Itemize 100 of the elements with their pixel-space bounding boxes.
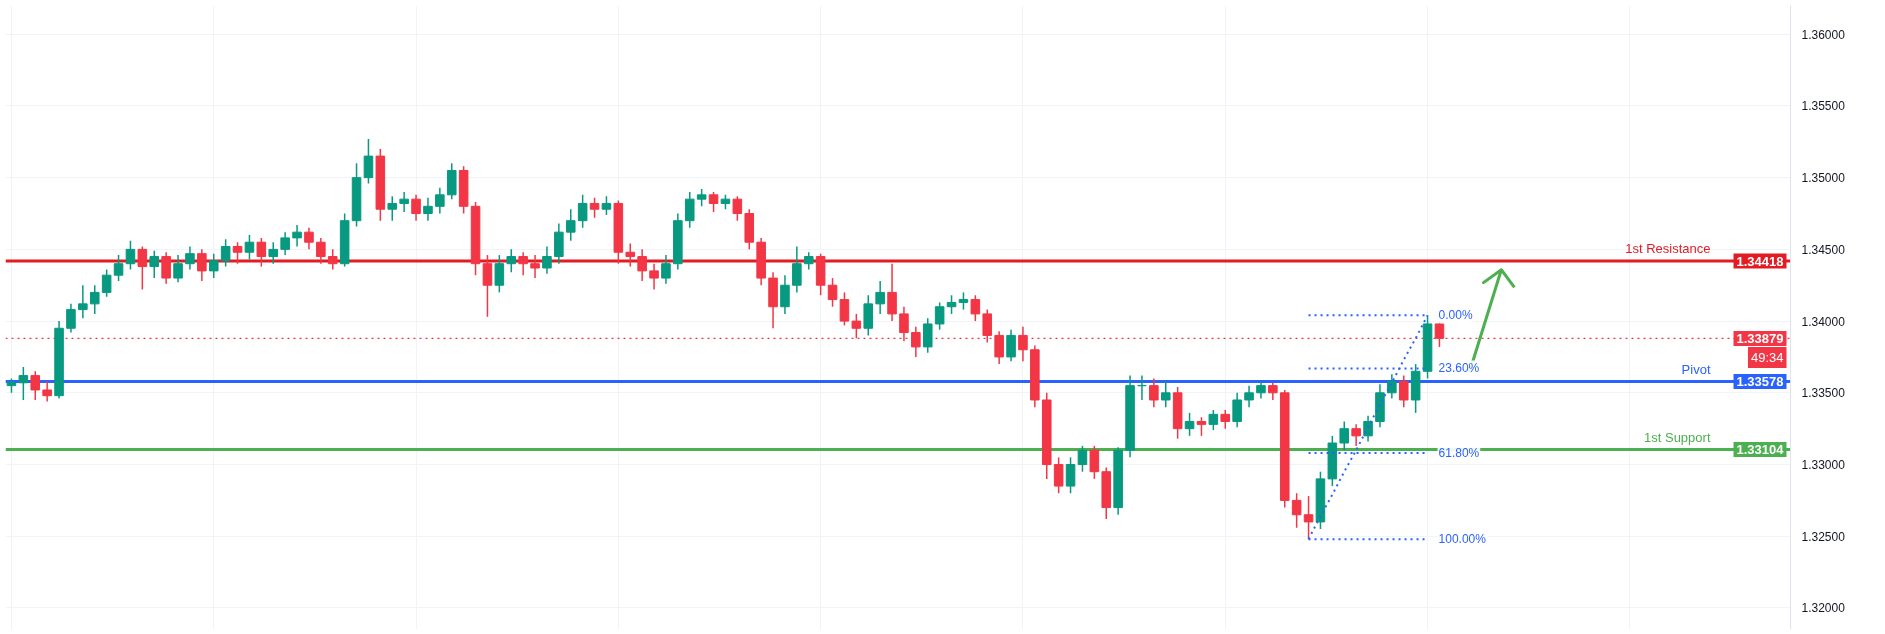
y-tick-label: 1.32000: [1801, 601, 1846, 616]
candlestick: [875, 280, 885, 315]
candlestick: [1232, 392, 1242, 428]
candlestick: [185, 245, 195, 271]
y-tick-label: 1.34000: [1801, 314, 1846, 329]
candlestick: [625, 242, 636, 268]
annotation: 1.33879: [1736, 330, 1784, 346]
candlestick: [387, 195, 398, 222]
candlestick: [411, 194, 421, 222]
candlestick: [970, 294, 981, 322]
candlestick: [542, 245, 552, 275]
candlestick: [601, 195, 612, 216]
candlestick: [89, 284, 100, 315]
candlestick: [1339, 420, 1350, 451]
ref-line-label: 1st Resistance: [1625, 241, 1711, 257]
candlestick: [530, 254, 540, 279]
candlestick: [1387, 373, 1397, 400]
candlestick: [316, 237, 326, 265]
candlestick: [399, 191, 409, 213]
candlestick: [363, 138, 374, 185]
candlestick: [851, 313, 862, 340]
y-tick-label: 1.36000: [1801, 27, 1846, 42]
y-tick-label: 1.34500: [1801, 242, 1846, 257]
candlestick: [435, 186, 445, 215]
candlestick: [125, 240, 136, 271]
candlestick: [173, 254, 183, 284]
series-label: 61.80%: [1438, 446, 1480, 461]
candlestick: [887, 262, 897, 322]
candlestick: [1184, 412, 1195, 437]
candlestick: [161, 251, 171, 285]
annotation: 1.34418: [1736, 253, 1784, 269]
candlestick: [292, 224, 302, 248]
candlestick: [220, 238, 231, 268]
candlestick: [423, 196, 433, 222]
candlestick: [684, 191, 695, 229]
candlestick: [42, 380, 52, 403]
candlestick: [1018, 326, 1028, 362]
candlestick: [113, 254, 124, 282]
candlestick: [1053, 456, 1064, 494]
candlestick: [708, 191, 719, 213]
candlestick: [780, 274, 790, 315]
candlestick: [280, 231, 290, 256]
candlestick: [1149, 377, 1159, 408]
candlestick: [256, 237, 267, 268]
annotation: 49:34: [1750, 349, 1784, 365]
candlestick: [577, 194, 588, 229]
candlestick: [149, 250, 160, 279]
candlestick: [827, 277, 838, 308]
y-tick-label: 1.35000: [1801, 171, 1846, 186]
candlestick: [1220, 409, 1231, 430]
candlestick: [494, 254, 505, 294]
candlestick: [934, 301, 945, 331]
candlestick: [1363, 415, 1373, 443]
candlestick: [197, 248, 207, 282]
candlestick: [30, 370, 41, 401]
candlestick: [565, 208, 576, 242]
candlestick: [232, 241, 243, 265]
y-tick-label: 1.35500: [1801, 99, 1846, 114]
series-label: 0.00%: [1438, 308, 1473, 323]
ref-line-label: 1st Support: [1644, 429, 1711, 445]
candlestick: [1208, 409, 1219, 431]
candlestick: [518, 251, 528, 276]
candlestick: [1089, 445, 1100, 480]
candlestick: [1160, 380, 1171, 408]
y-tick-label: 1.33000: [1801, 458, 1846, 473]
candlestick: [244, 234, 255, 261]
candlestick: [994, 330, 1004, 365]
candlestick: [1006, 328, 1016, 362]
y-tick-label: 1.32500: [1801, 529, 1846, 544]
candlestick: [661, 254, 671, 285]
candlestick: [18, 366, 29, 401]
candlestick: [946, 294, 957, 315]
annotation: 1.33104: [1736, 442, 1785, 458]
candlestick: [1398, 374, 1409, 408]
candlestick: [589, 196, 600, 219]
candlestick: [649, 262, 659, 291]
candlestick: [637, 248, 647, 282]
candlestick: [208, 252, 219, 279]
candlestick: [268, 241, 279, 265]
candlestick: [1291, 492, 1302, 529]
candlestick: [1351, 423, 1361, 447]
candlestick: [1303, 495, 1314, 540]
candlestick: [792, 245, 802, 294]
ref-line-label: Pivot: [1681, 361, 1711, 377]
candlestick: [732, 195, 743, 222]
annotation: 1.33578: [1736, 374, 1784, 390]
candlestick: [1065, 456, 1076, 494]
candlestick: [482, 254, 493, 318]
candlestick: [327, 248, 338, 271]
candlestick: [1077, 445, 1088, 473]
candlestick: [911, 326, 921, 358]
series-label: 23.60%: [1438, 361, 1480, 376]
candlestick: [137, 245, 148, 291]
y-tick-label: 1.33500: [1801, 386, 1846, 401]
candlestick: [506, 248, 517, 274]
candlestick: [839, 291, 850, 327]
candlestick: [1244, 384, 1254, 408]
candlestick: [78, 284, 88, 319]
candlestick: [304, 227, 314, 251]
candlestick: [101, 268, 112, 298]
